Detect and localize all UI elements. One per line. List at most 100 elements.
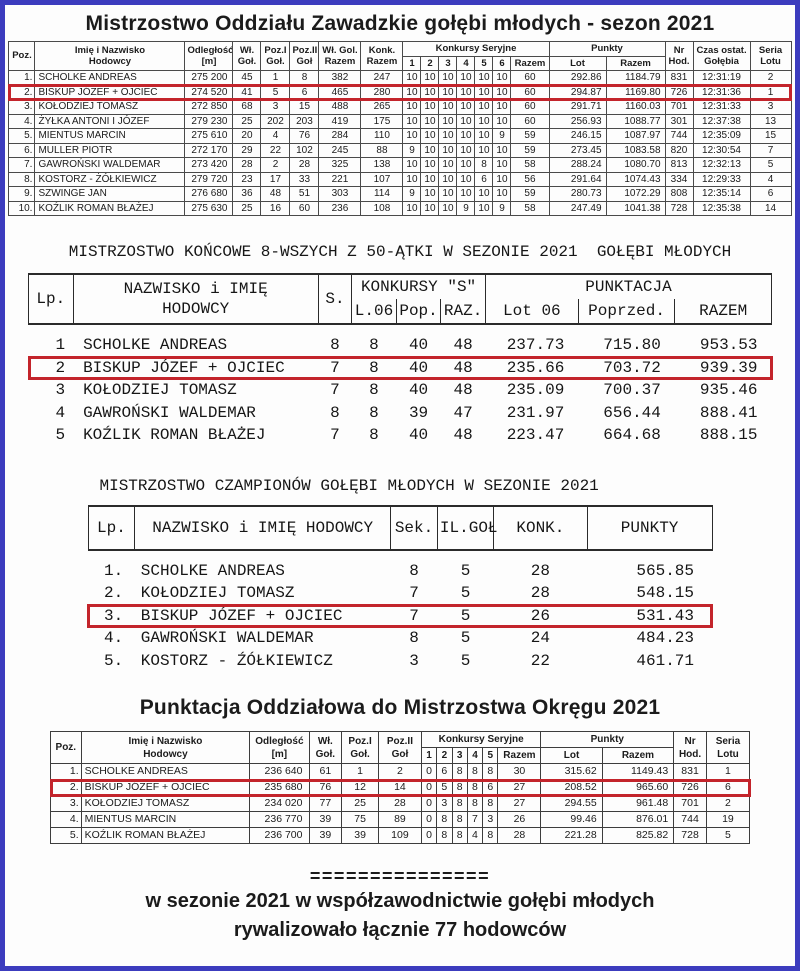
cell: 12:31:19 xyxy=(692,70,751,86)
cell: 29 xyxy=(232,142,262,158)
cell: 20 xyxy=(232,128,262,144)
cell: 1083.58 xyxy=(605,142,666,158)
cell: 231.97 xyxy=(506,403,565,422)
cell: 33 xyxy=(289,171,320,187)
cell: 935.46 xyxy=(699,381,758,399)
cell: 107 xyxy=(360,171,404,187)
cell: 4 xyxy=(55,403,66,422)
cell: 4 xyxy=(260,128,291,144)
cell: 10 xyxy=(420,186,440,202)
th-poz: Poz. xyxy=(50,731,82,764)
th-s1: 1 xyxy=(420,747,438,764)
cell: 60 xyxy=(510,84,550,100)
th-konk-total: Konk. Razem xyxy=(360,41,404,71)
th-pos2: Poz.II Goł xyxy=(289,41,320,71)
cell: 10 xyxy=(438,171,458,187)
cell: 3 xyxy=(409,651,419,670)
cell: MULLER PIOTR xyxy=(34,142,186,158)
cell: 8 xyxy=(482,795,499,812)
cell: 110 xyxy=(360,128,404,144)
table-row: 1. SCHOLKE ANDREAS 236 640 61 1 2 0 6 8 8 8 30 315.6… xyxy=(50,763,751,780)
th-poz: Poz. xyxy=(8,41,36,71)
th-s6: 6 xyxy=(492,55,512,71)
cell: 1041.38 xyxy=(605,200,666,216)
cell: 276 680 xyxy=(184,186,234,202)
cell: 5 xyxy=(460,561,471,580)
th-pos1: Poz.I Goł. xyxy=(260,41,291,71)
separator-line: =============== xyxy=(309,866,491,886)
cell: 10 xyxy=(420,157,440,173)
th-punktacja-group: PUNKTACJA xyxy=(484,274,773,299)
cell: 10 xyxy=(402,200,422,216)
cell: 831 xyxy=(673,763,707,780)
cell: 22 xyxy=(260,142,291,158)
cell: 8 xyxy=(451,763,468,780)
cell: 12:29:33 xyxy=(692,171,751,187)
table-row: 2. BISKUP JÓZEF + OJCIEC 235 680 76 12 14 0 5 8 8… xyxy=(49,778,751,797)
cell: SCHOLKE ANDREAS xyxy=(140,561,285,580)
cell: 3 xyxy=(749,99,792,115)
cell: 2 xyxy=(705,795,751,812)
th-s4: 4 xyxy=(456,55,476,71)
th-name: NAZWISKO i IMIĘ HODOWCY xyxy=(134,505,392,550)
cell: 51 xyxy=(289,186,320,202)
cell: 656.44 xyxy=(603,403,661,422)
cell: 76 xyxy=(308,779,343,796)
cell: 10 xyxy=(474,128,494,144)
cell: 223.47 xyxy=(506,426,565,444)
cell: 484.23 xyxy=(636,629,694,647)
cell: 246.15 xyxy=(548,128,607,144)
cell: 8 xyxy=(466,763,484,780)
cell: KOSTORZ - ŹÓŁKIEWICZ xyxy=(140,651,333,670)
cell: 465 xyxy=(318,84,362,100)
cell: 28 xyxy=(377,795,422,812)
cell: 8 xyxy=(436,811,453,828)
cell: 5. xyxy=(104,651,124,670)
cell: GAWROŃSKI WALDEMAR xyxy=(34,157,186,173)
cell: 831 xyxy=(664,70,694,86)
cell: 825.82 xyxy=(601,827,675,844)
cell: 6 xyxy=(474,171,494,187)
cell: 19 xyxy=(705,811,751,828)
cell: 15 xyxy=(749,128,792,144)
th-lot: Lot xyxy=(540,747,603,764)
cell: 76 xyxy=(289,128,320,144)
table-row: 1 SCHOLKE ANDREAS 8 8 40 48 237.73 715.80 953.53 xyxy=(29,324,772,357)
cell: 99.46 xyxy=(540,811,603,828)
cell: 288.24 xyxy=(548,157,607,173)
cell: 10 xyxy=(420,142,440,158)
cell: 221 xyxy=(318,171,362,187)
cell: 39 xyxy=(308,811,343,828)
cell: 10 xyxy=(492,157,512,173)
cell: 8 xyxy=(369,403,379,422)
cell: 7 xyxy=(466,811,484,828)
cell: 728 xyxy=(664,200,694,216)
cell: 202 xyxy=(260,113,291,129)
cell: 961.48 xyxy=(601,795,675,812)
cell: 56 xyxy=(510,171,550,187)
cell: 280.73 xyxy=(548,186,607,202)
cell: 10 xyxy=(474,142,494,158)
cell: 60 xyxy=(510,70,550,86)
cell: KOSTORZ - ŻÓŁKIEWICZ xyxy=(34,171,186,187)
table-row: 2. BISKUP JÓZEF + OJCIEC 274 520 41 5 6 465 280… xyxy=(7,84,793,101)
cell: 236 700 xyxy=(249,827,310,844)
cell: 26 xyxy=(530,606,550,625)
cell: 10 xyxy=(456,99,476,115)
cell: 5 xyxy=(705,827,751,844)
cell: KOŁODZIEJ TOMASZ xyxy=(34,99,186,115)
cell: 7 xyxy=(330,358,340,377)
cell: 8 xyxy=(451,811,468,828)
cell: 1. xyxy=(50,763,82,780)
cell: 744 xyxy=(664,128,694,144)
th-own-total: Wł. Gol. Razem xyxy=(318,41,362,71)
cell: 664.68 xyxy=(603,426,661,444)
cell: 39 xyxy=(341,827,379,844)
th-series-group: Konkursy Seryjne xyxy=(402,41,550,57)
cell: 60 xyxy=(510,113,550,129)
cell: 273 420 xyxy=(184,157,234,173)
cell: 10 xyxy=(438,99,458,115)
table-row: 3. KOŁODZIEJ TOMASZ 272 850 68 3 15 488 265 10 10… xyxy=(8,99,792,115)
cell: 4. xyxy=(50,811,82,828)
cell: 12:35:09 xyxy=(692,128,751,144)
